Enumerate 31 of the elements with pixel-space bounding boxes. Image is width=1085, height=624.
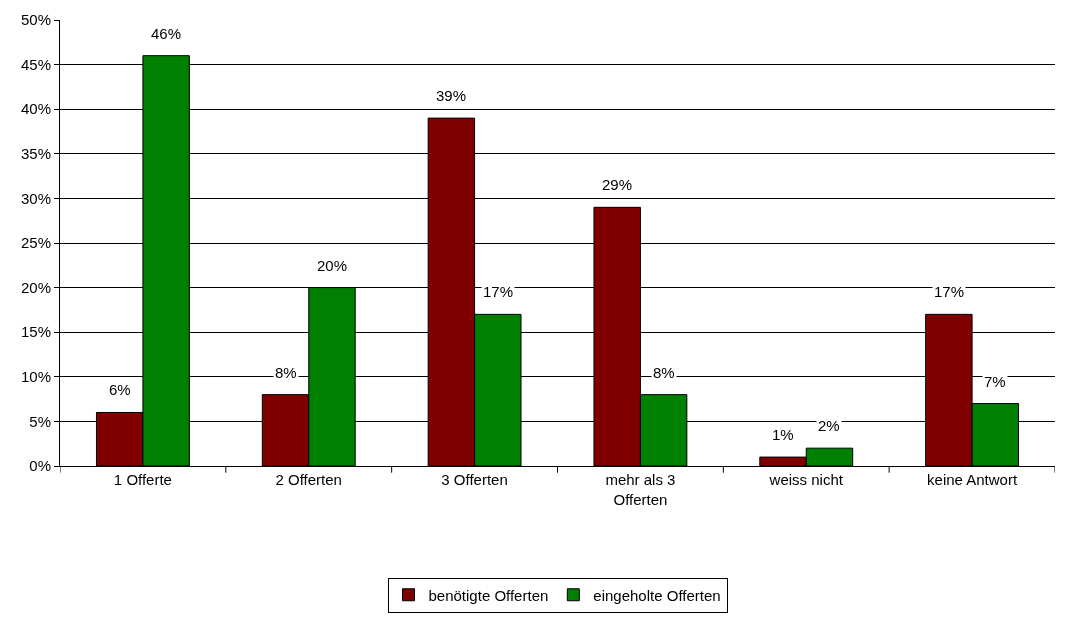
y-tick-label: 25% xyxy=(20,234,51,252)
y-tick-label: 10% xyxy=(20,368,51,386)
y-tick-label: 35% xyxy=(20,145,51,163)
data-label: 7% xyxy=(984,373,1006,390)
y-tick-label: 15% xyxy=(20,323,51,341)
data-label: 6% xyxy=(109,381,131,398)
data-label: 17% xyxy=(934,283,965,300)
x-tick-label: 2 Offerten xyxy=(275,471,342,488)
data-label: 39% xyxy=(436,87,467,104)
data-label: 8% xyxy=(275,364,297,381)
data-label: 1% xyxy=(772,426,794,443)
data-label: 46% xyxy=(151,25,182,42)
y-tick-label: 0% xyxy=(29,457,51,475)
data-label: 17% xyxy=(483,283,514,300)
data-label: 8% xyxy=(653,364,675,381)
data-label: 20% xyxy=(317,257,348,274)
x-tick-label: mehr als 3 Offerten xyxy=(605,471,676,508)
y-tick-label: 40% xyxy=(20,100,51,118)
x-tick-label: 1 Offerte xyxy=(113,471,172,488)
x-tick-label: weiss nicht xyxy=(768,471,844,488)
x-tick-label: 3 Offerten xyxy=(441,471,508,488)
y-tick-label: 45% xyxy=(20,55,51,73)
data-label: 2% xyxy=(818,417,840,434)
y-tick-label: 5% xyxy=(29,412,51,430)
y-tick-label: 50% xyxy=(20,11,51,29)
y-tick-label: 20% xyxy=(20,278,51,296)
legend-label: eingeholte Offerten xyxy=(593,586,721,604)
y-tick-label: 30% xyxy=(20,189,51,207)
legend-label: benötigte Offerten xyxy=(428,586,549,604)
x-tick-label: keine Antwort xyxy=(927,471,1018,488)
data-label: 29% xyxy=(602,176,633,193)
